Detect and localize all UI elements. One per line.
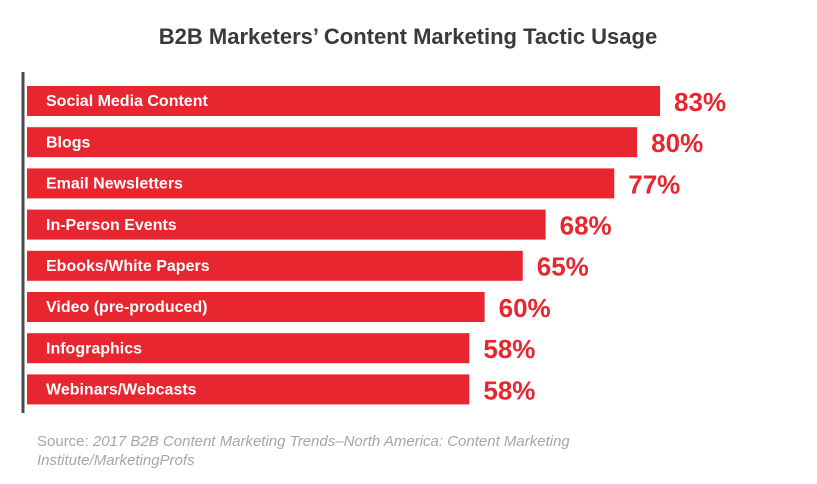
bar [27,86,661,116]
category-label: Blogs [46,134,91,151]
category-label: Email Newsletters [46,176,183,193]
bar [27,127,638,158]
source-text: 2017 B2B Content Marketing Trends–North … [37,433,570,469]
value-label: 58% [483,375,535,405]
bar [27,250,523,281]
source-note: Source: 2017 B2B Content Marketing Trend… [37,432,677,470]
category-label: Video (pre-produced) [46,299,208,316]
category-label: Social Media Content [46,93,208,110]
bar [27,168,615,199]
value-label: 83% [674,87,726,117]
chart-title: B2B Marketers’ Content Marketing Tactic … [159,24,657,49]
bar [27,209,546,240]
bar [27,333,470,364]
bar [27,292,485,322]
category-label: In-Person Events [46,217,177,234]
bar [27,374,470,405]
source-label: Source: [37,433,89,450]
value-label: 60% [499,293,551,323]
value-label: 77% [628,169,680,199]
value-label: 68% [560,210,612,240]
category-label: Ebooks/White Papers [46,258,210,275]
value-label: 58% [483,334,535,364]
value-label: 65% [537,252,589,282]
category-label: Webinars/Webcasts [46,382,197,399]
value-label: 80% [651,128,703,158]
category-label: Infographics [46,340,142,357]
chart: B2B Marketers’ Content Marketing Tactic … [21,24,726,413]
